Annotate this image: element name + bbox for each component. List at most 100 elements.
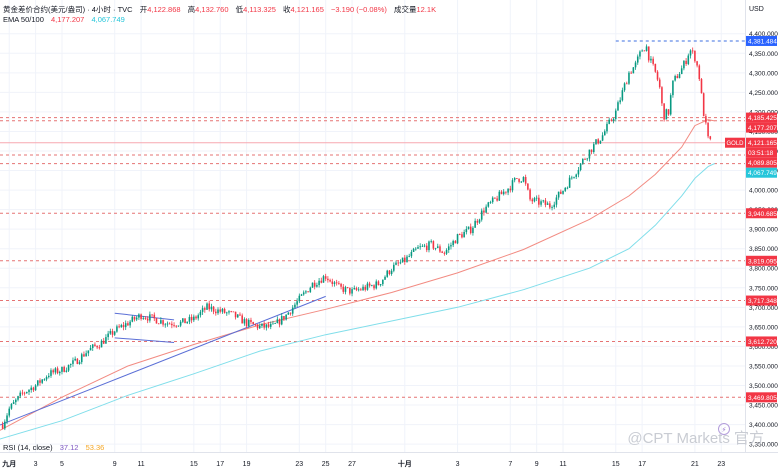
candle-body xyxy=(542,200,545,202)
candle-body xyxy=(96,345,98,348)
candle-body xyxy=(458,234,461,235)
candle-body xyxy=(553,204,556,208)
time-tick-label: 15 xyxy=(612,461,620,468)
price-axis[interactable]: 4,400.0004,350.0004,300.0004,250.0004,20… xyxy=(749,31,778,448)
candle-body xyxy=(357,289,360,291)
candle-body xyxy=(129,321,131,326)
candle-body xyxy=(663,103,665,120)
price-label-box xyxy=(746,157,777,168)
candle-body xyxy=(421,245,424,247)
candle-body xyxy=(109,331,112,334)
candle-body xyxy=(564,187,567,191)
candle-body xyxy=(98,347,101,349)
candle-body xyxy=(414,248,417,250)
candle-body xyxy=(69,363,72,365)
time-tick-label: 15 xyxy=(190,461,198,468)
price-label-text: 4,381.484 xyxy=(748,38,777,45)
candle-body xyxy=(579,163,582,171)
candle-body xyxy=(683,60,685,69)
candle-body xyxy=(705,116,707,123)
candle-body xyxy=(47,375,50,378)
trendline xyxy=(0,295,326,426)
candle-body xyxy=(307,291,309,293)
candle-body xyxy=(647,46,650,61)
candle-body xyxy=(133,316,136,320)
candle-body xyxy=(566,187,569,189)
candle-body xyxy=(527,183,529,190)
candle-body xyxy=(360,289,362,291)
candle-body xyxy=(702,93,705,117)
candle-body xyxy=(74,358,76,361)
candle-body xyxy=(494,197,496,199)
candle-body xyxy=(269,323,272,327)
candle-body xyxy=(19,392,22,397)
candle-body xyxy=(447,246,450,250)
rsi-legend[interactable]: RSI (14, close) 37.12 53.36 xyxy=(3,443,104,452)
candle-body xyxy=(342,286,345,292)
candle-body xyxy=(311,282,314,288)
candle-body xyxy=(186,321,189,324)
candle-body xyxy=(283,316,285,320)
close-value: 4,121.165 xyxy=(290,5,324,14)
candle-body xyxy=(162,320,164,325)
candle-body xyxy=(250,319,252,323)
candle-body xyxy=(247,319,250,326)
time-tick-label: 7 xyxy=(508,461,512,468)
lightning-icon[interactable]: ⚡ xyxy=(718,423,730,435)
candle-body xyxy=(423,245,426,247)
candle-body xyxy=(469,226,472,234)
candle-body xyxy=(322,276,325,283)
ema-legend[interactable]: EMA 50/100 4,177.207 4,067.749 xyxy=(3,15,125,24)
candle-body xyxy=(296,301,298,305)
candle-body xyxy=(23,392,26,394)
time-tick-label: 3 xyxy=(456,461,460,468)
price-label-text: 3,717.348 xyxy=(748,298,777,305)
time-tick-label: 九月 xyxy=(1,459,16,468)
candle-body xyxy=(87,350,90,354)
candle-body xyxy=(614,110,617,119)
candle-body xyxy=(239,314,241,316)
symbol-title[interactable]: 黄金差价合约(美元/盎司) · 4小时 · TVC xyxy=(3,5,133,14)
candle-body xyxy=(12,402,15,404)
time-axis[interactable]: 九月 3 5 9 11 15 17 19 23 25 27 十月 3 7 9 11 15 17 21 23 xyxy=(1,459,725,468)
price-tick-label: 4,000.000 xyxy=(749,188,778,195)
candle-body xyxy=(206,303,208,310)
candle-body xyxy=(586,158,589,160)
candle-body xyxy=(294,304,296,308)
candle-body xyxy=(122,325,125,328)
candle-body xyxy=(375,281,378,289)
candle-body xyxy=(138,314,140,318)
candle-body xyxy=(221,308,224,312)
candle-body xyxy=(700,79,703,94)
candle-body xyxy=(318,280,320,286)
candle-body xyxy=(364,286,367,290)
candle-body xyxy=(184,318,186,324)
candle-body xyxy=(17,396,19,400)
candle-body xyxy=(351,289,353,294)
low-value: 4,113.325 xyxy=(243,5,276,14)
candle-body xyxy=(151,314,153,316)
time-tick-label: 23 xyxy=(717,461,725,468)
candle-body xyxy=(85,353,87,357)
ema100-value: 4,067.749 xyxy=(91,15,125,24)
candle-body xyxy=(520,181,523,183)
candle-body xyxy=(430,241,432,242)
candle-body xyxy=(164,324,167,326)
high-label: 高 xyxy=(187,5,196,14)
candle-body xyxy=(113,331,116,335)
trendlines[interactable] xyxy=(0,295,326,426)
candle-body xyxy=(63,366,65,372)
price-label-text: 4,089.805 xyxy=(748,160,777,167)
candle-body xyxy=(324,276,327,279)
candle-body xyxy=(15,399,17,403)
price-tick-label: 3,700.000 xyxy=(749,305,778,312)
candle-body xyxy=(623,83,626,91)
candle-body xyxy=(557,191,560,198)
candle-body xyxy=(193,316,195,321)
candle-body xyxy=(377,281,380,286)
volume-value: 12.1K xyxy=(416,5,437,14)
candle-body xyxy=(179,321,182,326)
candle-body xyxy=(236,314,239,318)
candle-body xyxy=(443,252,446,254)
